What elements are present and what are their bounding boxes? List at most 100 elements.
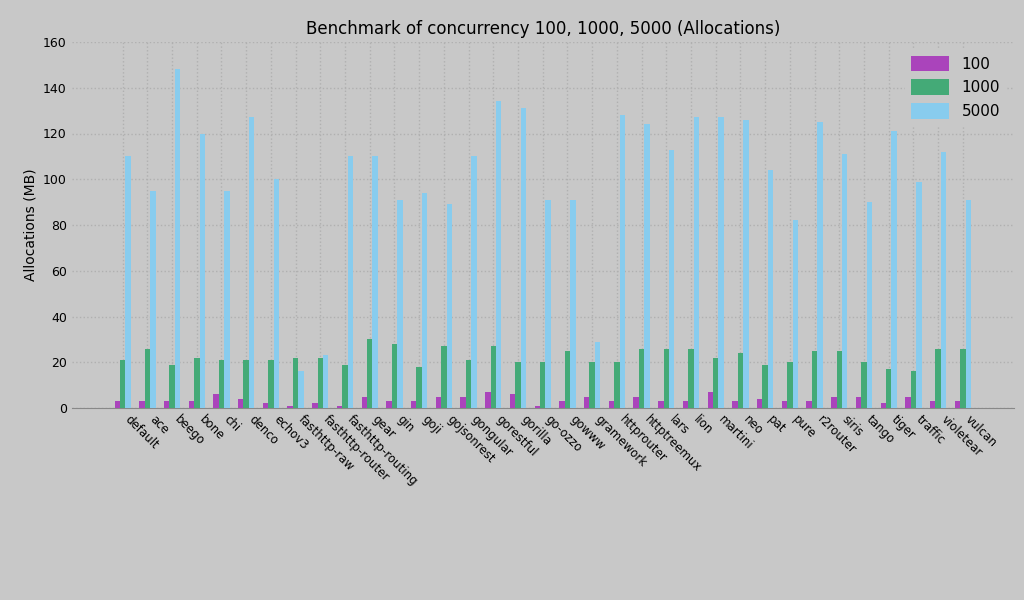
- Bar: [521, 109, 526, 408]
- Bar: [644, 124, 649, 408]
- Bar: [590, 362, 595, 408]
- Bar: [664, 349, 669, 408]
- Bar: [164, 401, 169, 408]
- Bar: [436, 397, 441, 408]
- Bar: [317, 358, 323, 408]
- Bar: [120, 360, 125, 408]
- Bar: [540, 362, 546, 408]
- Bar: [515, 362, 521, 408]
- Bar: [535, 406, 540, 408]
- Bar: [910, 371, 916, 408]
- Bar: [608, 401, 614, 408]
- Bar: [961, 349, 966, 408]
- Bar: [886, 369, 891, 408]
- Bar: [238, 399, 244, 408]
- Bar: [510, 394, 515, 408]
- Title: Benchmark of concurrency 100, 1000, 5000 (Allocations): Benchmark of concurrency 100, 1000, 5000…: [305, 20, 780, 38]
- Bar: [916, 182, 922, 408]
- Bar: [866, 202, 872, 408]
- Bar: [169, 365, 175, 408]
- Bar: [422, 193, 427, 408]
- Bar: [175, 70, 180, 408]
- Bar: [861, 362, 866, 408]
- Bar: [417, 367, 422, 408]
- Bar: [249, 118, 254, 408]
- Bar: [373, 157, 378, 408]
- Bar: [584, 397, 590, 408]
- Bar: [634, 397, 639, 408]
- Bar: [837, 351, 842, 408]
- Bar: [817, 122, 822, 408]
- Bar: [954, 401, 961, 408]
- Bar: [244, 360, 249, 408]
- Bar: [658, 401, 664, 408]
- Bar: [496, 101, 502, 408]
- Bar: [831, 397, 837, 408]
- Bar: [348, 157, 353, 408]
- Bar: [856, 397, 861, 408]
- Bar: [471, 157, 477, 408]
- Bar: [719, 118, 724, 408]
- Bar: [195, 358, 200, 408]
- Bar: [312, 403, 317, 408]
- Bar: [139, 401, 144, 408]
- Bar: [935, 349, 941, 408]
- Bar: [213, 394, 219, 408]
- Bar: [485, 392, 490, 408]
- Bar: [466, 360, 471, 408]
- Bar: [732, 401, 737, 408]
- Bar: [392, 344, 397, 408]
- Bar: [891, 131, 897, 408]
- Bar: [669, 149, 675, 408]
- Bar: [461, 397, 466, 408]
- Bar: [793, 220, 798, 408]
- Bar: [787, 362, 793, 408]
- Bar: [806, 401, 812, 408]
- Bar: [397, 200, 402, 408]
- Bar: [941, 152, 946, 408]
- Bar: [842, 154, 848, 408]
- Bar: [639, 349, 644, 408]
- Bar: [688, 349, 693, 408]
- Bar: [930, 401, 935, 408]
- Bar: [757, 399, 763, 408]
- Bar: [905, 397, 910, 408]
- Bar: [620, 115, 625, 408]
- Bar: [441, 346, 446, 408]
- Bar: [812, 351, 817, 408]
- Bar: [288, 406, 293, 408]
- Bar: [386, 401, 392, 408]
- Bar: [737, 353, 743, 408]
- Bar: [559, 401, 564, 408]
- Bar: [200, 133, 205, 408]
- Bar: [546, 200, 551, 408]
- Y-axis label: Allocations (MB): Allocations (MB): [24, 169, 38, 281]
- Bar: [219, 360, 224, 408]
- Bar: [564, 351, 570, 408]
- Bar: [268, 360, 273, 408]
- Bar: [713, 358, 719, 408]
- Bar: [614, 362, 620, 408]
- Bar: [151, 191, 156, 408]
- Bar: [188, 401, 195, 408]
- Bar: [263, 403, 268, 408]
- Bar: [595, 341, 600, 408]
- Bar: [115, 401, 120, 408]
- Bar: [446, 205, 452, 408]
- Bar: [298, 371, 304, 408]
- Bar: [125, 157, 131, 408]
- Bar: [361, 397, 367, 408]
- Bar: [781, 401, 787, 408]
- Bar: [763, 365, 768, 408]
- Bar: [144, 349, 151, 408]
- Bar: [743, 120, 749, 408]
- Legend: 100, 1000, 5000: 100, 1000, 5000: [905, 50, 1007, 125]
- Bar: [881, 403, 886, 408]
- Bar: [224, 191, 229, 408]
- Bar: [683, 401, 688, 408]
- Bar: [411, 401, 417, 408]
- Bar: [342, 365, 348, 408]
- Bar: [337, 406, 342, 408]
- Bar: [966, 200, 971, 408]
- Bar: [570, 200, 575, 408]
